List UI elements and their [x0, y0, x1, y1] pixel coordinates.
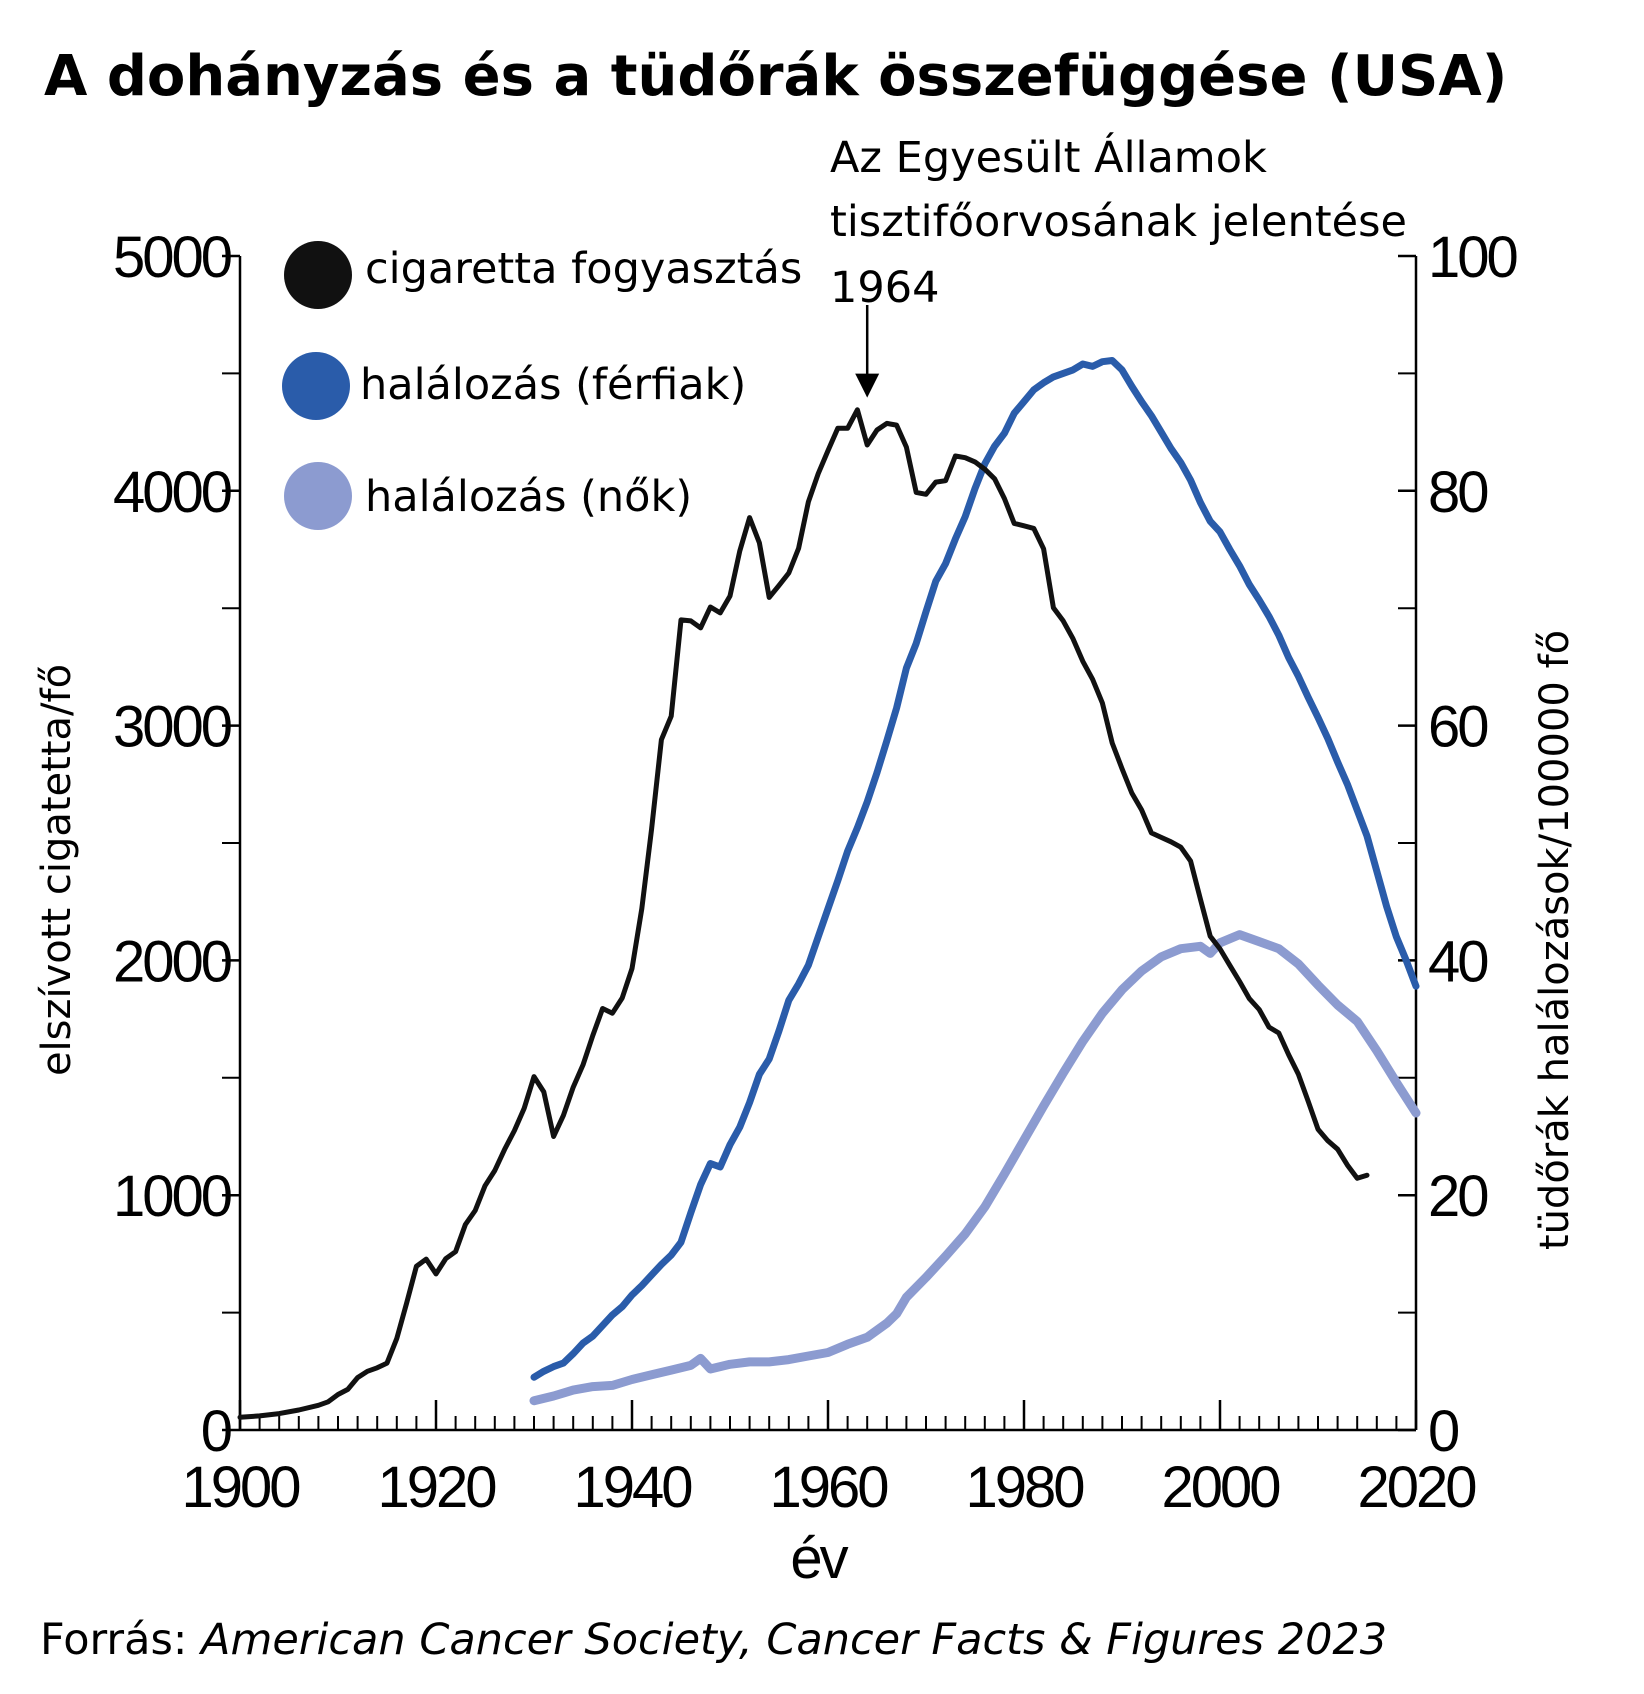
legend-label-men: halálozás (férfiak)	[360, 360, 746, 410]
x-axis-label: év	[790, 1526, 848, 1591]
annotation-line-2: tisztifőorvosának jelentése	[830, 197, 1407, 247]
x-tick-label: 1960	[769, 1455, 887, 1520]
y-left-tick-label: 5000	[113, 225, 231, 290]
y-left-tick-label: 0	[201, 1399, 231, 1464]
x-tick-label: 2020	[1357, 1455, 1475, 1520]
x-tick-label: 1940	[573, 1455, 691, 1520]
legend-marker-men	[282, 352, 350, 420]
y-right-tick-label: 80	[1428, 460, 1487, 525]
chart-title: A dohányzás és a tüdőrák összefüggése (U…	[44, 44, 1507, 109]
y-left-tick-label: 1000	[113, 1164, 231, 1229]
y-right-tick-label: 100	[1428, 225, 1517, 290]
y-left-tick-label: 3000	[113, 695, 231, 760]
cigarette-consumption-line	[237, 407, 1370, 1420]
male-mortality-line	[530, 357, 1420, 1381]
legend-marker-cigarette	[284, 241, 352, 309]
series-lines	[237, 357, 1421, 1420]
y-right-tick-label: 0	[1428, 1399, 1458, 1464]
y-left-tick-label: 2000	[113, 929, 231, 994]
right-axis-label: tüdőrák halálozások/100000 fő	[1532, 630, 1578, 1250]
y-left-tick-label: 4000	[113, 460, 231, 525]
x-major-ticks: 1900 1920 1940 1960 1980 2000 2020	[181, 1400, 1478, 1520]
x-tick-label: 1900	[181, 1455, 299, 1520]
annotation-line-3: 1964	[830, 263, 939, 313]
y-right-ticks: 0 20 40 60 80 100	[1398, 225, 1520, 1464]
y-left-ticks: 0 1000 2000 3000 4000 5000	[113, 225, 240, 1464]
legend: cigaretta fogyasztás halálozás (férfiak)…	[282, 241, 802, 530]
y-right-tick-label: 40	[1428, 929, 1487, 994]
surgeon-general-annotation: Az Egyesült Államok tisztifőorvosának je…	[830, 132, 1407, 398]
source-prefix: Forrás:	[40, 1615, 201, 1665]
source-note: Forrás: American Cancer Society, Cancer …	[40, 1615, 1387, 1665]
source-text: American Cancer Society, Cancer Facts & …	[198, 1615, 1387, 1665]
left-axis-label: elszívott cigatetta/fő	[34, 664, 80, 1076]
annotation-line-1: Az Egyesült Államok	[830, 132, 1267, 183]
legend-marker-women	[284, 462, 352, 530]
x-tick-label: 2000	[1161, 1455, 1279, 1520]
annotation-arrow-head	[855, 373, 880, 398]
legend-label-cigarette: cigaretta fogyasztás	[365, 244, 802, 294]
x-tick-label: 1980	[965, 1455, 1083, 1520]
x-minor-ticks	[239, 1416, 1417, 1430]
y-right-tick-label: 60	[1428, 695, 1487, 760]
x-tick-label: 1920	[377, 1455, 495, 1520]
legend-label-women: halálozás (nők)	[365, 472, 692, 522]
y-right-tick-label: 20	[1428, 1164, 1487, 1229]
female-mortality-line	[529, 930, 1421, 1406]
axes: 1900 1920 1940 1960 1980 2000 2020 01000200030…	[113, 225, 1520, 1520]
